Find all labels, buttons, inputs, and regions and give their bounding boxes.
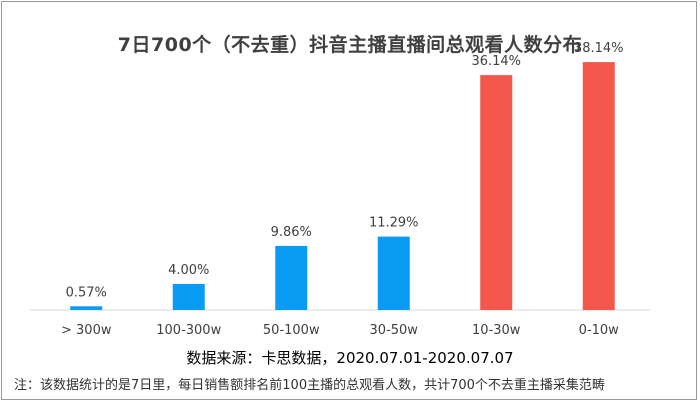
value-label-4: 36.14% (471, 54, 521, 69)
chart-title: 7日700个（不去重）抖音主播直播间总观看人数分布 (117, 34, 583, 56)
tick-label-5: 0-10w (579, 323, 620, 338)
value-label-5: 38.14% (574, 41, 624, 56)
value-labels-group: 0.57% 4.00% 9.86% 11.29% 36.14% 38.14% (66, 41, 624, 300)
bars-group (70, 62, 615, 311)
footnote: 注：该数据统计的是7日里，每日销售额排名前100主播的总观看人数，共计700个不… (14, 378, 605, 393)
tick-label-2: 50-100w (263, 323, 320, 338)
tick-label-1: 100-300w (156, 323, 221, 338)
value-label-3: 11.29% (369, 216, 419, 231)
tick-label-0: > 300w (61, 323, 112, 338)
bar-2 (275, 245, 308, 310)
bar-0 (70, 306, 103, 310)
bar-4 (480, 75, 513, 310)
tick-label-3: 30-50w (370, 323, 419, 338)
bar-5 (582, 62, 615, 311)
value-label-1: 4.00% (168, 263, 209, 278)
bar-3 (377, 236, 410, 310)
tick-label-4: 10-30w (472, 323, 521, 338)
value-label-2: 9.86% (271, 225, 312, 240)
value-label-0: 0.57% (66, 285, 107, 300)
data-source: 数据来源：卡思数据，2020.07.01-2020.07.07 (186, 349, 514, 367)
bar-1 (172, 284, 205, 310)
tick-labels-group: > 300w 100-300w 50-100w 30-50w 10-30w 0-10w (61, 323, 619, 338)
